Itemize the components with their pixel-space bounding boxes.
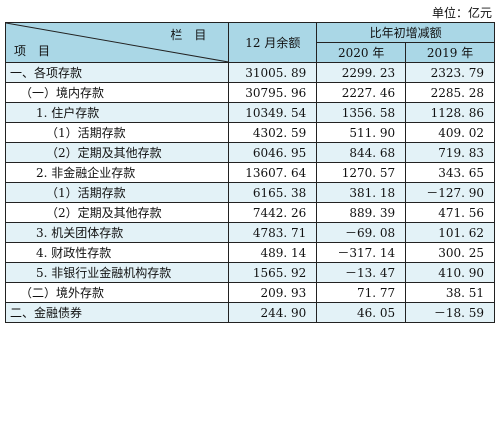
row-name: 1. 住户存款	[4, 102, 230, 123]
row-change-2019: 2285. 28	[405, 82, 495, 103]
row-change-2019: 343. 65	[405, 162, 495, 183]
row-change-2020: 511. 90	[316, 122, 407, 143]
row-change-2020: 1356. 58	[316, 102, 407, 123]
row-amount: 1565. 92	[228, 262, 318, 283]
table-row: 5. 非银行业金融机构存款 1565. 92 －13. 47 410. 90	[4, 262, 495, 283]
table-row: （二）境外存款 209. 93 71. 77 38. 51	[4, 282, 495, 303]
row-change-2019: 471. 56	[405, 202, 495, 223]
row-change-2020: 381. 18	[316, 182, 407, 203]
row-amount: 244. 90	[228, 302, 318, 323]
row-amount: 6046. 95	[228, 142, 318, 163]
row-change-2020: 844. 68	[316, 142, 407, 163]
row-change-2020: 2227. 46	[316, 82, 407, 103]
row-change-2019: 410. 90	[405, 262, 495, 283]
header-item-label: 项 目	[14, 44, 51, 58]
row-amount: 489. 14	[228, 242, 318, 263]
row-amount: 31005. 89	[228, 62, 318, 83]
table-row: （2）定期及其他存款 7442. 26 889. 39 471. 56	[4, 202, 495, 223]
row-amount: 10349. 54	[228, 102, 318, 123]
header-item-cell: 栏 目 项 目	[4, 22, 230, 63]
row-change-2019: －18. 59	[405, 302, 495, 323]
table-row: 1. 住户存款 10349. 54 1356. 58 1128. 86	[4, 102, 495, 123]
row-change-2019: 38. 51	[405, 282, 495, 303]
header-diagonal-line	[6, 23, 229, 62]
row-change-2020: 1270. 57	[316, 162, 407, 183]
row-change-2019: 300. 25	[405, 242, 495, 263]
table-row: 3. 机关团体存款 4783. 71 －69. 08 101. 62	[4, 222, 495, 243]
table-row: （1）活期存款 6165. 38 381. 18 －127. 90	[4, 182, 495, 203]
row-change-2020: －69. 08	[316, 222, 407, 243]
row-change-2020: 2299. 23	[316, 62, 407, 83]
row-change-2019: －127. 90	[405, 182, 495, 203]
row-change-2020: 71. 77	[316, 282, 407, 303]
row-name: （1）活期存款	[4, 182, 230, 203]
table-row: （2）定期及其他存款 6046. 95 844. 68 719. 83	[4, 142, 495, 163]
row-change-2019: 719. 83	[405, 142, 495, 163]
row-amount: 7442. 26	[228, 202, 318, 223]
table-header: 栏 目 项 目 12 月余额 比年初增减额 2020 年 2019 年	[4, 22, 495, 63]
table-row: 2. 非金融企业存款 13607. 64 1270. 57 343. 65	[4, 162, 495, 183]
row-change-2020: 46. 05	[316, 302, 407, 323]
row-name: 2. 非金融企业存款	[4, 162, 230, 183]
table-row: （一）境内存款 30795. 96 2227. 46 2285. 28	[4, 82, 495, 103]
header-amount: 12 月余额	[228, 22, 318, 63]
header-column-label: 栏 目	[170, 28, 207, 42]
row-name: （一）境内存款	[4, 82, 230, 103]
header-year-2019: 2019 年	[405, 42, 495, 63]
row-amount: 6165. 38	[228, 182, 318, 203]
unit-label: 单位：亿元	[431, 6, 492, 20]
row-change-2019: 2323. 79	[405, 62, 495, 83]
row-change-2019: 101. 62	[405, 222, 495, 243]
row-change-2020: －13. 47	[316, 262, 407, 283]
row-change-2020: 889. 39	[316, 202, 407, 223]
row-change-2019: 1128. 86	[405, 102, 495, 123]
row-change-2019: 409. 02	[405, 122, 495, 143]
deposit-table: 栏 目 项 目 12 月余额 比年初增减额 2020 年 2019 年 一、各项…	[4, 22, 495, 323]
table-body: 一、各项存款 31005. 89 2299. 23 2323. 79 （一）境内存款 3…	[4, 62, 495, 323]
table-row: 4. 财政性存款 489. 14 －317. 14 300. 25	[4, 242, 495, 263]
row-name: （二）境外存款	[4, 282, 230, 303]
table-row: 二、金融债券 244. 90 46. 05 －18. 59	[4, 302, 495, 323]
row-name: 5. 非银行业金融机构存款	[4, 262, 230, 283]
header-year-2020: 2020 年	[316, 42, 407, 63]
table-row: （1）活期存款 4302. 59 511. 90 409. 02	[4, 122, 495, 143]
row-amount: 4783. 71	[228, 222, 318, 243]
row-name: （2）定期及其他存款	[4, 142, 230, 163]
row-name: （1）活期存款	[4, 122, 230, 143]
row-amount: 209. 93	[228, 282, 318, 303]
header-change: 比年初增减额	[316, 22, 495, 43]
row-name: （2）定期及其他存款	[4, 202, 230, 223]
row-amount: 30795. 96	[228, 82, 318, 103]
row-change-2020: －317. 14	[316, 242, 407, 263]
row-name: 4. 财政性存款	[4, 242, 230, 263]
table-row: 一、各项存款 31005. 89 2299. 23 2323. 79	[4, 62, 495, 83]
row-name: 3. 机关团体存款	[4, 222, 230, 243]
row-name: 一、各项存款	[4, 62, 230, 83]
row-amount: 4302. 59	[228, 122, 318, 143]
row-name: 二、金融债券	[4, 302, 230, 323]
row-amount: 13607. 64	[228, 162, 318, 183]
